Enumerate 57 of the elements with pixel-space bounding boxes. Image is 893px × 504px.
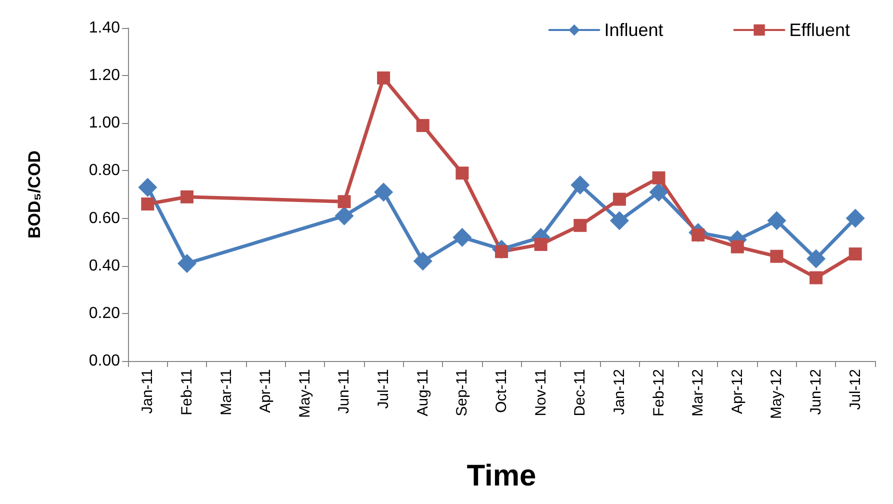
x-tick-label: Oct-11	[493, 369, 510, 413]
x-tick-label: Jul-12	[846, 369, 864, 410]
x-tick-label: Aug-11	[414, 369, 432, 416]
x-tick-label: Apr-12	[728, 369, 746, 414]
point	[846, 208, 865, 228]
y-tick-label: 0.00	[88, 352, 120, 370]
point	[177, 254, 196, 273]
point	[452, 228, 472, 247]
x-axis-title: Time	[466, 460, 536, 492]
x-tick-label: Jan-12	[610, 369, 628, 415]
point	[610, 211, 629, 230]
point	[848, 247, 862, 260]
point	[570, 175, 590, 194]
x-tick-label: Dec-11	[572, 369, 589, 416]
point	[612, 192, 626, 206]
x-tick-label: Nov-11	[532, 369, 550, 416]
point	[767, 211, 786, 230]
point	[810, 271, 823, 284]
x-tick-label: Feb-11	[178, 369, 196, 416]
x-tick-label: May-12	[768, 369, 786, 420]
y-tick-label: 0.40	[88, 257, 120, 274]
point	[649, 182, 668, 202]
point	[574, 218, 587, 232]
x-tick-label: Jun-12	[808, 369, 825, 415]
point	[456, 166, 469, 180]
legend-label: Effluent	[789, 20, 850, 40]
y-tick-label: 1.00	[88, 114, 120, 132]
point	[374, 182, 394, 202]
x-tick-label: Feb-12	[650, 369, 668, 417]
x-tick-label: Mar-12	[690, 369, 707, 417]
x-tick-label: Jul-11	[375, 369, 392, 409]
x-tick-label: Jun-11	[336, 369, 353, 414]
y-tick-label: 0.60	[88, 210, 120, 227]
y-tick-label: 0.20	[88, 304, 120, 322]
point	[180, 190, 194, 204]
x-tick-label: May-11	[296, 369, 314, 418]
point	[770, 250, 784, 263]
x-tick-label: Mar-11	[218, 369, 235, 416]
x-tick-label: Sep-11	[454, 369, 471, 416]
y-tick-label: 0.80	[88, 162, 120, 180]
point	[806, 249, 826, 268]
point	[138, 178, 158, 197]
point	[652, 171, 666, 184]
x-tick-label: Jan-11	[139, 369, 156, 414]
y-tick-label: 1.20	[88, 67, 120, 84]
point	[141, 198, 154, 211]
legend-label: Influent	[604, 20, 664, 40]
point	[377, 71, 390, 84]
point	[416, 119, 430, 132]
point	[338, 195, 351, 208]
point	[730, 240, 744, 254]
point	[334, 206, 354, 226]
y-tick-label: 1.40	[88, 20, 120, 36]
y-axis-title: BOD₅/COD	[25, 150, 44, 239]
x-tick-label: Apr-11	[257, 369, 274, 413]
point	[413, 252, 432, 271]
point	[534, 238, 548, 251]
